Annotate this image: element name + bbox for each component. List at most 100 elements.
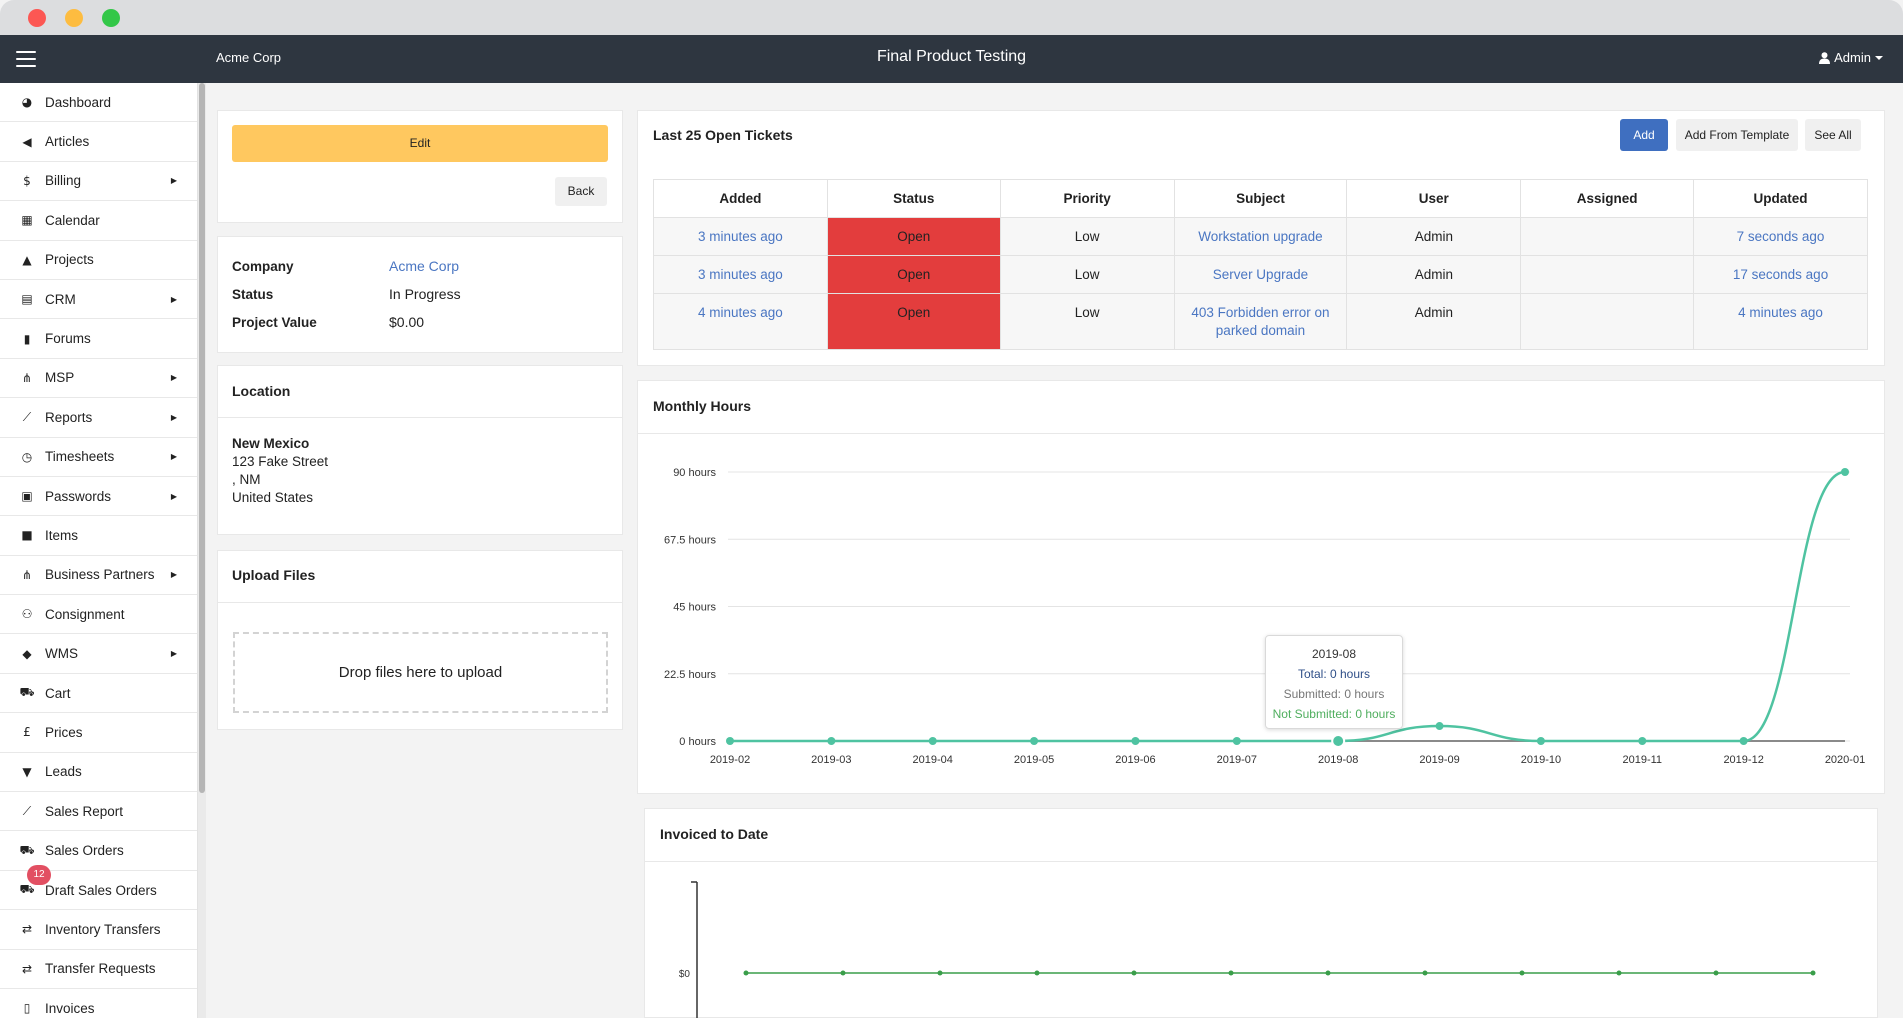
x-tick-label: 2019-06: [1115, 754, 1155, 766]
sidebar-item-label: WMS: [45, 646, 78, 662]
ticket-added[interactable]: 4 minutes ago: [653, 293, 828, 350]
sidebar-item-timesheets[interactable]: ◷ Timesheets ▶: [0, 438, 197, 477]
ticket-subject-link[interactable]: Workstation upgrade: [1173, 217, 1348, 256]
sidebar-item-passwords[interactable]: ▣ Passwords ▶: [0, 477, 197, 517]
y-tick-label: 22.5 hours: [664, 669, 716, 681]
handshake-icon: ⚇: [21, 607, 33, 622]
sidebar-item-business-partners[interactable]: ⋔ Business Partners ▶: [0, 556, 197, 596]
sidebar-item-cart[interactable]: ⛟ Cart: [0, 674, 197, 714]
data-point: [1810, 970, 1816, 976]
caret-right-icon: ▶: [170, 570, 177, 580]
column-header-updated[interactable]: Updated: [1693, 179, 1868, 218]
window-zoom-button[interactable]: [102, 9, 120, 27]
data-point: [1331, 734, 1346, 748]
window-close-button[interactable]: [28, 9, 46, 27]
user-icon: [1819, 51, 1831, 64]
back-button[interactable]: Back: [555, 177, 607, 206]
sidebar-item-msp[interactable]: ⋔ MSP ▶: [0, 359, 197, 399]
y-tick-label: 0 hours: [679, 736, 716, 748]
column-header-priority[interactable]: Priority: [999, 179, 1175, 218]
data-point: [1228, 970, 1234, 976]
ticket-priority: Low: [999, 255, 1175, 294]
data-point: [1131, 737, 1140, 745]
ticket-subject-link[interactable]: 403 Forbidden error on parked domain: [1173, 293, 1348, 350]
y-tick-label: 45 hours: [673, 602, 716, 614]
add-ticket-button[interactable]: Add: [1620, 119, 1668, 151]
data-point: [937, 970, 943, 976]
sidebar-item-inventory-transfers[interactable]: ⇄ Inventory Transfers: [0, 910, 197, 950]
location-name: New Mexico: [232, 436, 310, 451]
monthly-hours-chart[interactable]: 0 hours 22.5 hours 45 hours 67.5 hours 90 ho…: [640, 440, 1880, 770]
invoiced-card: [644, 808, 1878, 1018]
add-from-template-button[interactable]: Add From Template: [1676, 119, 1798, 151]
status-badge: Open: [826, 217, 1001, 256]
sidebar-item-reports[interactable]: ⟋ Reports ▶: [0, 398, 197, 438]
sidebar-item-projects[interactable]: ▲ Projects: [0, 241, 197, 280]
sidebar-item-sales-report[interactable]: ⟋ Sales Report: [0, 792, 197, 832]
column-header-assigned[interactable]: Assigned: [1520, 179, 1695, 218]
invoiced-chart[interactable]: $0: [650, 870, 1870, 1018]
exchange-icon: ⇄: [21, 961, 33, 976]
table-row[interactable]: 3 minutes ago Open Low Server Upgrade Ad…: [653, 255, 1868, 294]
monthly-hours-title: Monthly Hours: [653, 398, 751, 414]
data-point: [726, 737, 734, 745]
sidebar-item-wms[interactable]: ◆ WMS ▶: [0, 634, 197, 674]
user-menu[interactable]: Admin: [1819, 50, 1883, 65]
column-header-user[interactable]: User: [1346, 179, 1522, 218]
sidebar-scrollbar-thumb[interactable]: [199, 83, 205, 793]
brand-name[interactable]: Acme Corp: [216, 50, 282, 65]
hamburger-menu-icon[interactable]: [16, 51, 36, 67]
sidebar-item-invoices[interactable]: ▯ Invoices: [0, 989, 197, 1018]
sidebar-item-prices[interactable]: £ Prices: [0, 713, 197, 753]
column-header-subject[interactable]: Subject: [1173, 179, 1348, 218]
sidebar-item-label: Items: [45, 527, 79, 543]
sidebar-item-articles[interactable]: ◀ Articles: [0, 122, 197, 162]
edit-button[interactable]: Edit: [232, 125, 608, 162]
sidebar-item-items[interactable]: ■ Items: [0, 516, 197, 556]
status-badge: Open: [826, 293, 1001, 350]
sidebar-item-billing[interactable]: $ Billing ▶: [0, 162, 197, 202]
column-header-status[interactable]: Status: [826, 179, 1001, 218]
ticket-updated[interactable]: 17 seconds ago: [1693, 255, 1868, 294]
sidebar-item-label: MSP: [45, 370, 75, 386]
table-row[interactable]: 4 minutes ago Open Low 403 Forbidden err…: [653, 293, 1868, 350]
tooltip-total: Total: 0 hours: [1297, 667, 1371, 681]
sidebar-item-label: Dashboard: [45, 94, 112, 110]
address-card-icon: ▤: [21, 292, 33, 307]
sidebar-item-draft-sales-orders[interactable]: ⛟ Draft Sales Orders 12: [0, 864, 197, 911]
ticket-added[interactable]: 3 minutes ago: [653, 217, 828, 256]
calendar-icon: ▦: [21, 213, 33, 228]
sidebar-item-crm[interactable]: ▤ CRM ▶: [0, 280, 197, 320]
ticket-added[interactable]: 3 minutes ago: [653, 255, 828, 294]
sidebar-item-label: Forums: [45, 331, 91, 347]
sidebar-item-consignment[interactable]: ⚇ Consignment: [0, 595, 197, 635]
x-tick-label: 2019-12: [1723, 754, 1763, 766]
data-point: [1519, 970, 1525, 976]
data-point: [743, 970, 749, 976]
sidebar-item-sales-orders[interactable]: ⛟ Sales Orders: [0, 831, 197, 871]
tooltip-not-submitted: Not Submitted: 0 hours: [1272, 707, 1396, 721]
sidebar-item-label: Timesheets: [45, 449, 115, 465]
file-dropzone[interactable]: Drop files here to upload: [233, 632, 608, 713]
data-point: [1435, 722, 1444, 731]
data-point: [1536, 737, 1545, 745]
data-point: [1739, 737, 1748, 745]
sidebar-item-leads[interactable]: ▼ Leads: [0, 753, 197, 793]
upload-card: [217, 550, 623, 730]
ticket-subject-link[interactable]: Server Upgrade: [1173, 255, 1348, 294]
ticket-updated[interactable]: 7 seconds ago: [1693, 217, 1868, 256]
ticket-updated[interactable]: 4 minutes ago: [1693, 293, 1868, 350]
sidebar-item-transfer-requests[interactable]: ⇄ Transfer Requests: [0, 950, 197, 989]
company-link[interactable]: Acme Corp: [389, 258, 460, 274]
caret-right-icon: ▶: [170, 491, 177, 501]
sidebar-item-dashboard[interactable]: ◕ Dashboard: [0, 83, 197, 123]
window-minimize-button[interactable]: [65, 9, 83, 27]
status-label: Status: [232, 287, 274, 302]
location-country: United States: [232, 490, 314, 505]
column-header-added[interactable]: Added: [653, 179, 828, 218]
sidebar-item-forums[interactable]: ▮ Forums: [0, 319, 197, 359]
table-row[interactable]: 3 minutes ago Open Low Workstation upgra…: [653, 217, 1868, 256]
pound-icon: £: [23, 725, 31, 740]
see-all-button[interactable]: See All: [1805, 119, 1861, 151]
sidebar-item-calendar[interactable]: ▦ Calendar: [0, 201, 197, 241]
